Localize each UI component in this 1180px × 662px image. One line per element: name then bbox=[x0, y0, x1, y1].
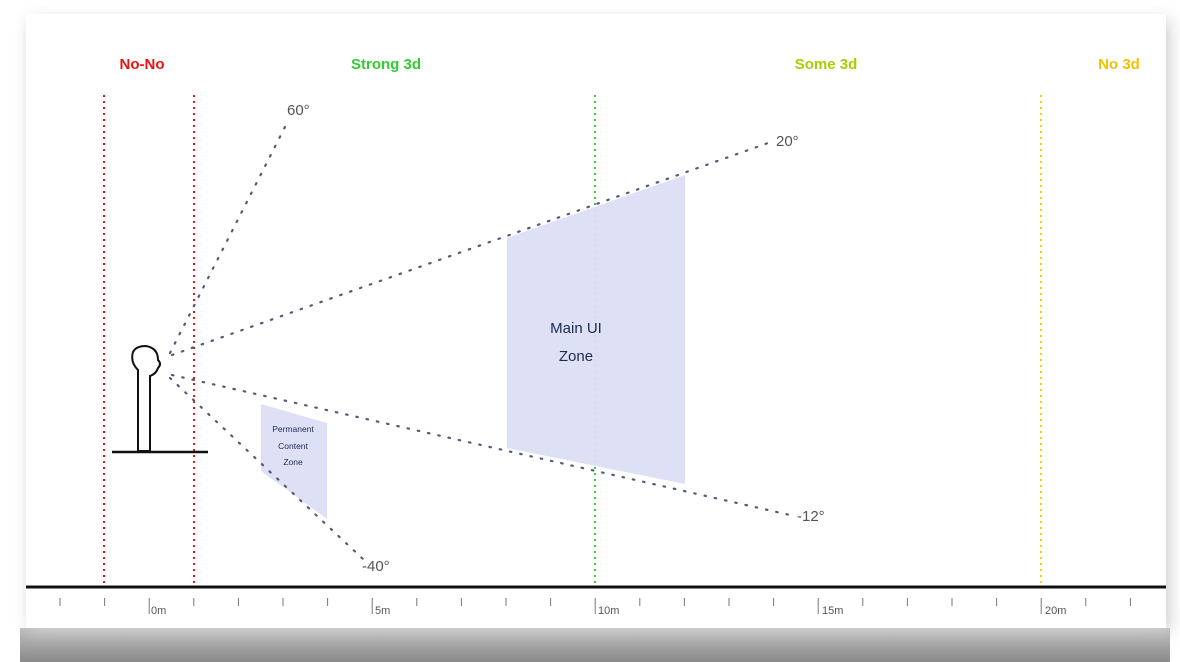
axis-label-15m: 15m bbox=[822, 605, 843, 617]
main-ui-zone bbox=[507, 175, 685, 484]
ray-minus-40 bbox=[168, 376, 366, 562]
zone-label-no-no: No-No bbox=[120, 56, 165, 73]
axis-label-20m: 20m bbox=[1045, 605, 1066, 617]
person-figure-icon bbox=[131, 344, 161, 452]
main-ui-zone-label-line1: Main UI bbox=[550, 320, 602, 337]
zone-label-no-3d: No 3d bbox=[1098, 56, 1140, 73]
permanent-zone-label-line1: Permanent bbox=[272, 424, 314, 434]
ray-label-minus-12: -12° bbox=[797, 508, 825, 525]
axis-label-0m: 0m bbox=[151, 605, 166, 617]
card-shadow bbox=[20, 628, 1170, 662]
ray-20 bbox=[170, 141, 770, 357]
ray-label-20: 20° bbox=[776, 133, 799, 150]
zone-label-some-3d: Some 3d bbox=[795, 56, 858, 73]
permanent-zone-label-line2: Content bbox=[278, 441, 308, 451]
permanent-zone-label-line3: Zone bbox=[283, 457, 303, 467]
axis-ticks bbox=[59, 598, 1131, 614]
ray-minus-12 bbox=[170, 373, 792, 517]
zone-label-strong-3d: Strong 3d bbox=[351, 56, 421, 73]
permanent-content-zone bbox=[261, 404, 327, 519]
ray-60 bbox=[168, 121, 289, 355]
main-ui-zone-label-line2: Zone bbox=[559, 348, 593, 365]
axis-label-5m: 5m bbox=[375, 605, 390, 617]
axis-label-10m: 10m bbox=[598, 605, 619, 617]
ray-label-60: 60° bbox=[287, 102, 310, 119]
ray-label-minus-40: -40° bbox=[362, 558, 390, 575]
